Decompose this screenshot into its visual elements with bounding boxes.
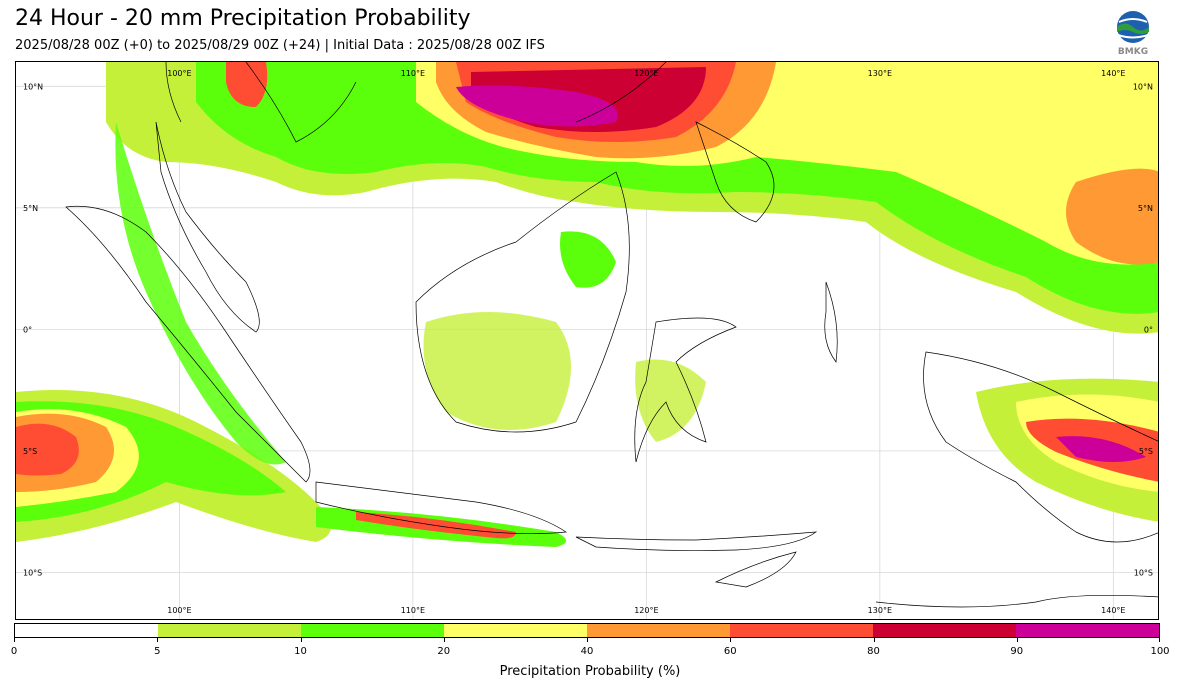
lon-label: 130°E (868, 69, 892, 78)
colorbar-tick-label: 60 (723, 646, 737, 657)
lat-label: 10°S (23, 568, 42, 577)
field-90-north (456, 85, 618, 127)
lat-label: 10°S (1134, 568, 1153, 577)
colorbar-tick-mark (300, 638, 302, 642)
field-lt5-sulawesi (635, 359, 706, 442)
colorbar (14, 623, 1160, 638)
lat-label: 5°N (23, 204, 38, 213)
colorbar-segment (301, 624, 444, 637)
colorbar-tick-label: 20 (437, 646, 451, 657)
coast-borneo (415, 171, 630, 433)
logo-text: BMKG (1118, 47, 1148, 56)
lon-label: 100°E (167, 606, 191, 615)
lat-label: 10°N (23, 82, 43, 91)
colorbar-tick-mark (14, 638, 15, 642)
lat-label: 0° (1144, 325, 1153, 334)
field-60-sw (16, 423, 79, 476)
map-axis-labels: 100°E 100°E 110°E 110°E 120°E 120°E 130°E 130°E… (23, 69, 1153, 615)
colorbar-segment (15, 624, 158, 637)
coast-java (315, 481, 568, 535)
colorbar-tick-mark (1159, 638, 1160, 642)
coast-australia (875, 594, 1158, 608)
coast-papua (923, 351, 1158, 543)
field-10-borneo (560, 231, 616, 288)
field-lt5-borneo (423, 312, 571, 430)
colorbar-segment (158, 624, 301, 637)
page-title: 24 Hour - 20 mm Precipitation Probabilit… (15, 6, 471, 31)
colorbar-tick-mark (873, 638, 875, 642)
coast-halmahera (824, 281, 838, 363)
colorbar-segment (873, 624, 1016, 637)
coast-nusa-tenggara (575, 531, 818, 551)
colorbar-tick-label: 80 (867, 646, 880, 657)
colorbar-tick-mark (157, 638, 159, 642)
colorbar-segment (1016, 624, 1159, 637)
lon-label: 140°E (1101, 606, 1125, 615)
coast-indochina (165, 62, 357, 143)
precipitation-map: 100°E 100°E 110°E 110°E 120°E 120°E 130°E 130°E… (15, 61, 1159, 620)
colorbar-tick-mark (1016, 638, 1018, 642)
colorbar-tick-label: 5 (154, 646, 161, 657)
lat-label: 10°N (1133, 82, 1153, 91)
lon-label: 110°E (401, 69, 425, 78)
coast-timor (714, 551, 797, 588)
colorbar-segment (587, 624, 730, 637)
coast-malay-peninsula (155, 121, 260, 333)
field-10-sumatra (115, 122, 286, 465)
coast-sulawesi (634, 317, 737, 463)
lon-label: 120°E (634, 69, 658, 78)
colorbar-tick-label: 100 (1150, 646, 1170, 657)
colorbar-tick-label: 90 (1010, 646, 1024, 657)
coast-sumatra (65, 206, 311, 483)
field-60-north-west (226, 62, 268, 107)
field-40-east (1066, 168, 1158, 265)
lat-label: 5°N (1138, 204, 1153, 213)
field-90-papua (1056, 436, 1146, 462)
lon-label: 140°E (1101, 69, 1125, 78)
colorbar-tick-mark (587, 638, 588, 642)
colorbar-tick-label: 0 (10, 646, 18, 657)
map-canvas: 100°E 100°E 110°E 110°E 120°E 120°E 130°E 130°E… (16, 62, 1158, 619)
page-subtitle: 2025/08/28 00Z (+0) to 2025/08/29 00Z (+… (15, 38, 545, 53)
colorbar-segment (444, 624, 587, 637)
lon-label: 130°E (868, 606, 892, 615)
colorbar-tick-label: 40 (580, 646, 594, 657)
lat-label: 5°S (1139, 447, 1153, 456)
colorbar-segment (730, 624, 873, 637)
precip-fields (16, 62, 1158, 547)
lon-label: 110°E (401, 606, 425, 615)
bmkg-logo: BMKG (1113, 10, 1153, 57)
lat-label: 5°S (23, 447, 37, 456)
coastlines (65, 62, 1158, 608)
colorbar-tick-label: 10 (294, 646, 307, 657)
lon-label: 100°E (167, 69, 191, 78)
colorbar-label: Precipitation Probability (%) (499, 664, 681, 679)
lat-label: 0° (23, 325, 32, 334)
colorbar-tick-mark (443, 638, 445, 642)
lon-label: 120°E (634, 606, 658, 615)
coast-philippines (575, 62, 775, 223)
colorbar-tick-mark (730, 638, 732, 642)
